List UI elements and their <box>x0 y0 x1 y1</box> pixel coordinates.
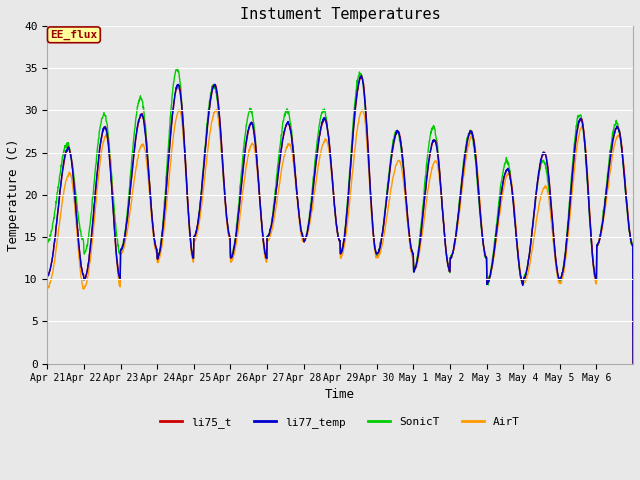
li77_temp <box>629 360 637 366</box>
li77_temp <box>479 237 486 243</box>
Y-axis label: Temperature (C): Temperature (C) <box>7 139 20 251</box>
Line: SonicT: SonicT <box>47 68 633 366</box>
Line: li75_t: li75_t <box>47 76 633 363</box>
Legend: li75_t, li77_temp, SonicT, AirT: li75_t, li77_temp, SonicT, AirT <box>156 413 525 432</box>
SonicT <box>314 130 322 136</box>
li77_temp <box>314 144 322 150</box>
AirT <box>622 186 630 192</box>
li75_t <box>358 73 365 79</box>
li75_t <box>564 218 572 224</box>
AirT <box>314 163 322 169</box>
li77_temp <box>44 272 51 277</box>
SonicT <box>326 141 333 146</box>
li77_temp <box>135 117 143 123</box>
SonicT <box>622 190 630 195</box>
AirT <box>44 285 51 291</box>
AirT <box>629 361 637 367</box>
Text: EE_flux: EE_flux <box>51 30 97 40</box>
Line: AirT: AirT <box>47 109 633 364</box>
SonicT <box>135 97 143 103</box>
li77_temp <box>325 139 333 145</box>
li75_t <box>479 236 486 242</box>
SonicT <box>173 65 181 71</box>
li75_t <box>629 360 637 366</box>
li77_temp <box>622 192 630 197</box>
li75_t <box>622 189 630 195</box>
li75_t <box>325 136 333 142</box>
AirT <box>564 228 572 233</box>
li77_temp <box>564 216 572 222</box>
li75_t <box>314 146 322 152</box>
AirT <box>326 150 333 156</box>
li75_t <box>135 119 143 125</box>
AirT <box>479 234 486 240</box>
SonicT <box>479 237 486 243</box>
AirT <box>212 107 220 112</box>
SonicT <box>44 240 51 246</box>
li77_temp <box>358 73 365 79</box>
Title: Instument Temperatures: Instument Temperatures <box>240 7 440 22</box>
AirT <box>135 149 143 155</box>
X-axis label: Time: Time <box>325 387 355 401</box>
Line: li77_temp: li77_temp <box>47 76 633 363</box>
SonicT <box>629 363 637 369</box>
li75_t <box>44 271 51 277</box>
SonicT <box>564 210 572 216</box>
